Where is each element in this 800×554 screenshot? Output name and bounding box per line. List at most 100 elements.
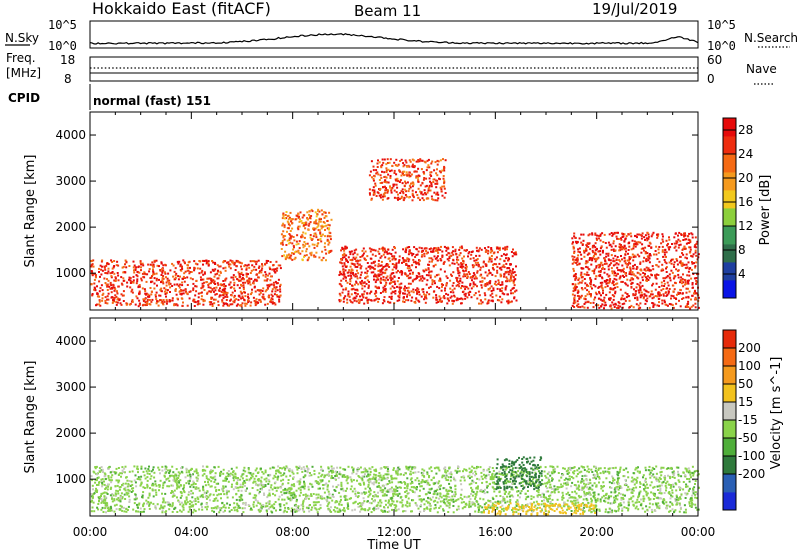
range-cell <box>250 301 253 304</box>
range-cell <box>583 273 586 276</box>
range-cell <box>209 271 212 274</box>
range-cell <box>424 268 427 271</box>
range-cell <box>236 479 239 481</box>
range-cell <box>318 256 321 259</box>
range-cell <box>425 184 428 187</box>
range-cell <box>347 256 350 259</box>
range-cell <box>670 259 672 262</box>
range-cell <box>327 223 330 226</box>
range-cell <box>443 260 446 263</box>
range-cell <box>625 296 628 299</box>
range-cell <box>553 485 556 488</box>
range-cell <box>637 277 640 280</box>
range-cell <box>395 158 398 161</box>
range-cell <box>345 279 347 282</box>
range-cell <box>246 264 249 267</box>
range-cell <box>262 297 265 300</box>
range-cell <box>655 245 658 248</box>
range-cell <box>507 301 510 304</box>
range-cell <box>490 250 493 253</box>
range-cell <box>342 247 345 250</box>
range-cell <box>445 292 448 295</box>
range-cell <box>194 503 197 506</box>
range-cell <box>325 252 328 255</box>
range-cell <box>355 300 358 303</box>
range-cell <box>292 244 295 247</box>
range-cell <box>298 220 301 223</box>
range-cell <box>143 288 146 291</box>
range-cell <box>123 493 126 496</box>
range-cell <box>537 484 540 487</box>
range-cell <box>589 285 592 288</box>
range-cell <box>644 477 647 480</box>
range-cell <box>601 264 604 267</box>
range-cell <box>453 287 456 290</box>
power-ylabel: Slant Range [km] <box>23 155 38 268</box>
range-cell <box>161 279 164 282</box>
range-cell <box>603 233 606 236</box>
range-cell <box>487 288 490 291</box>
range-cell <box>606 273 609 276</box>
range-cell <box>437 248 440 251</box>
station-title: Hokkaido East (fitACF) <box>92 0 271 18</box>
range-cell <box>474 292 477 295</box>
range-cell <box>148 295 151 298</box>
range-cell <box>324 248 327 251</box>
range-cell <box>580 241 583 244</box>
range-cell <box>161 271 164 274</box>
range-cell <box>397 196 400 199</box>
range-cell <box>233 294 236 297</box>
range-cell <box>585 260 588 263</box>
range-cell <box>684 279 687 282</box>
range-cell <box>92 259 95 262</box>
range-cell <box>431 160 434 163</box>
range-cell <box>585 497 588 500</box>
range-cell <box>92 501 95 504</box>
range-cell <box>292 472 295 475</box>
range-cell <box>693 292 695 295</box>
range-cell <box>490 285 493 288</box>
range-cell <box>319 504 322 506</box>
range-cell <box>613 270 616 273</box>
range-cell <box>201 278 204 281</box>
range-cell <box>663 285 666 287</box>
range-cell <box>294 251 297 254</box>
range-cell <box>614 249 617 252</box>
range-cell <box>104 282 107 284</box>
range-cell <box>374 474 377 476</box>
range-cell <box>508 267 511 270</box>
range-cell <box>379 264 382 267</box>
range-cell <box>391 285 394 288</box>
range-cell <box>435 301 438 304</box>
range-cell <box>473 277 476 280</box>
range-cell <box>664 476 667 479</box>
range-cell <box>316 245 319 248</box>
nave-label: Nave <box>746 62 777 76</box>
range-cell <box>465 286 468 289</box>
range-cell <box>359 281 362 284</box>
range-cell <box>203 289 206 291</box>
range-cell <box>428 286 430 289</box>
range-cell <box>258 289 261 292</box>
range-cell <box>603 304 606 307</box>
range-cell <box>383 186 386 189</box>
range-cell <box>353 283 356 286</box>
range-cell <box>244 295 247 298</box>
range-cell <box>482 261 485 264</box>
range-cell <box>406 293 409 296</box>
range-cell <box>656 236 659 239</box>
range-cell <box>364 250 367 253</box>
range-cell <box>279 283 282 286</box>
range-cell <box>301 222 304 225</box>
range-cell <box>181 277 184 280</box>
range-cell <box>672 284 675 287</box>
range-cell <box>211 280 213 283</box>
range-cell <box>666 275 669 277</box>
range-cell <box>253 260 256 263</box>
range-cell <box>161 281 164 283</box>
range-cell <box>352 271 354 274</box>
range-cell <box>650 293 652 296</box>
range-cell <box>394 283 397 286</box>
range-cell <box>135 282 138 285</box>
range-cell <box>686 485 689 488</box>
